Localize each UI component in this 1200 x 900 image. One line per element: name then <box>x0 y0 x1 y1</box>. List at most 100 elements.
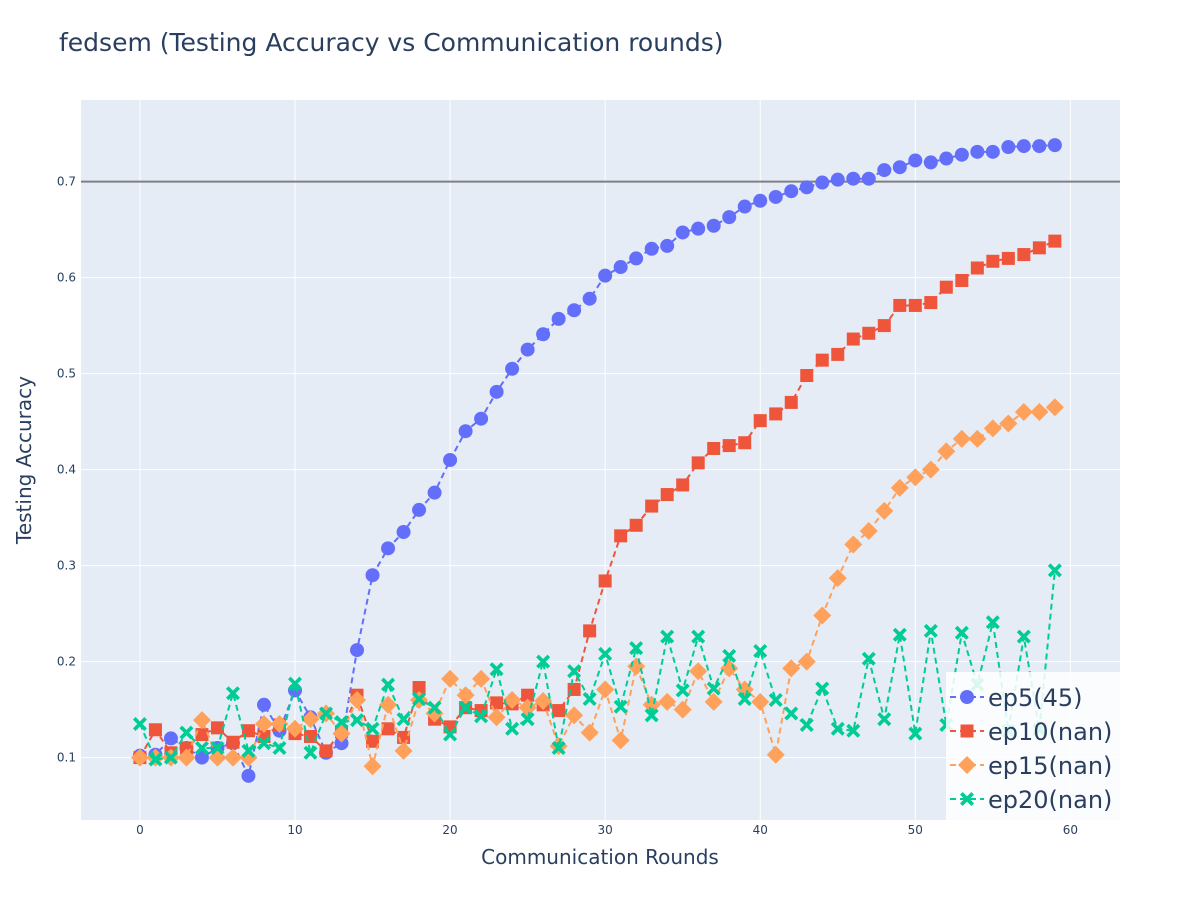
data-point <box>738 436 752 450</box>
data-point <box>722 648 737 663</box>
chart-title: fedsem (Testing Accuracy vs Communicatio… <box>59 28 724 57</box>
data-point <box>567 682 581 696</box>
data-point <box>350 713 365 728</box>
data-point <box>799 180 814 195</box>
data-point <box>241 724 255 738</box>
data-point <box>348 691 367 709</box>
legend-item[interactable]: ep10(nan) <box>950 718 1112 746</box>
data-point <box>769 407 783 421</box>
data-point <box>288 676 303 691</box>
data-point <box>676 478 690 492</box>
data-point <box>1032 241 1046 255</box>
data-point <box>753 193 768 208</box>
legend-item[interactable]: ep5(45) <box>950 684 1083 712</box>
data-point <box>148 752 163 767</box>
data-point <box>1045 398 1064 417</box>
data-point <box>520 712 535 727</box>
data-point <box>412 692 427 707</box>
x-tick-label: 40 <box>753 823 768 837</box>
data-point <box>474 709 489 724</box>
legend-marker <box>960 724 974 738</box>
data-point <box>301 710 320 729</box>
data-point <box>1047 138 1062 153</box>
data-point <box>861 171 876 186</box>
data-point <box>503 691 522 709</box>
data-point <box>472 669 491 688</box>
data-point <box>226 735 240 749</box>
data-point <box>1016 139 1031 154</box>
data-point <box>645 499 659 513</box>
data-point <box>673 700 692 719</box>
legend-item[interactable]: ep20(nan) <box>950 786 1112 814</box>
data-point <box>722 439 736 453</box>
data-point <box>737 692 752 707</box>
data-point <box>751 692 770 711</box>
y-tick-label: 0.2 <box>57 655 76 669</box>
data-point <box>828 569 847 588</box>
data-point <box>675 225 690 240</box>
data-point <box>782 659 801 678</box>
data-point <box>334 715 349 730</box>
data-point <box>954 147 969 162</box>
data-point <box>923 155 938 170</box>
data-point <box>691 456 705 470</box>
data-point <box>458 700 473 715</box>
y-axis-title: Testing Accuracy <box>12 376 36 545</box>
data-point <box>412 681 426 695</box>
data-point <box>613 699 628 714</box>
data-point <box>784 184 799 199</box>
legend-item[interactable]: ep15(nan) <box>950 752 1112 780</box>
data-point <box>846 723 861 738</box>
legend-marker <box>960 690 974 704</box>
data-point <box>862 326 876 340</box>
data-point <box>893 298 907 312</box>
data-point <box>210 721 224 735</box>
series-line <box>139 570 1056 761</box>
data-point <box>425 704 444 723</box>
data-point <box>1030 403 1049 421</box>
y-tick-label: 0.5 <box>57 367 76 381</box>
data-point <box>505 361 520 376</box>
data-point <box>580 723 599 742</box>
data-point <box>225 686 240 701</box>
legend[interactable]: ep5(45) ep10(nan) ep15(nan) ep20(nan) <box>946 672 1120 820</box>
legend-label: ep15(nan) <box>988 752 1112 780</box>
data-point <box>1014 403 1033 421</box>
data-point <box>163 750 178 765</box>
data-point <box>598 574 612 588</box>
data-point <box>706 681 721 696</box>
data-point <box>256 697 271 712</box>
data-point <box>660 238 675 253</box>
series-ep15(nan) <box>130 398 1064 776</box>
legend-marker <box>958 756 976 774</box>
data-point <box>937 442 956 461</box>
data-point <box>784 706 799 721</box>
data-point <box>396 525 411 539</box>
data-point <box>875 501 894 520</box>
x-tick-label: 20 <box>442 823 457 837</box>
data-point <box>908 153 923 168</box>
data-point <box>846 332 860 346</box>
data-point <box>179 725 194 740</box>
data-point <box>474 411 489 426</box>
data-point <box>177 748 196 767</box>
data-point <box>952 429 971 448</box>
data-point <box>427 485 442 500</box>
data-point <box>381 722 395 736</box>
data-point <box>970 144 985 159</box>
data-point <box>194 741 209 755</box>
data-point <box>582 291 597 306</box>
data-point <box>1032 139 1047 154</box>
data-point <box>1017 248 1031 262</box>
data-point <box>1048 234 1062 248</box>
data-point <box>551 741 566 755</box>
data-point <box>286 719 305 738</box>
data-point <box>613 260 628 275</box>
data-point <box>350 643 365 658</box>
x-tick-label: 10 <box>287 823 302 837</box>
legend-label: ep20(nan) <box>988 786 1112 814</box>
data-point <box>722 210 737 225</box>
data-point <box>582 692 597 707</box>
data-point <box>365 721 380 736</box>
